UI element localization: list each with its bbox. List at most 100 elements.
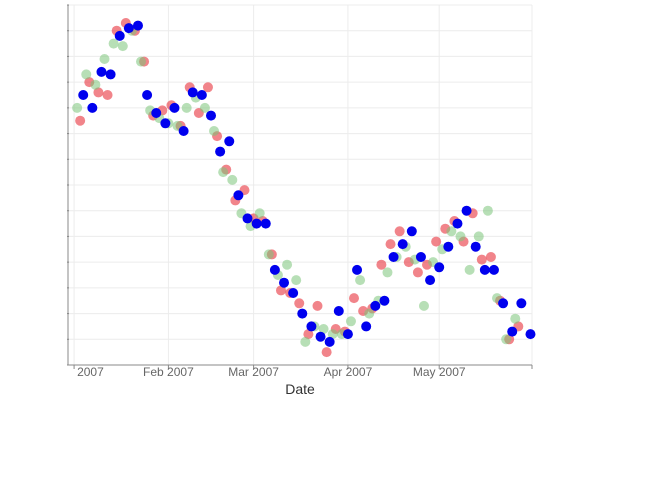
data-point bbox=[382, 267, 393, 278]
data-point bbox=[452, 218, 463, 229]
data-point bbox=[151, 108, 162, 118]
data-point bbox=[461, 205, 472, 216]
data-point bbox=[93, 87, 104, 98]
data-point bbox=[455, 231, 466, 242]
data-point bbox=[288, 288, 299, 298]
data-point bbox=[108, 38, 119, 49]
data-point bbox=[242, 213, 253, 224]
data-point bbox=[209, 126, 220, 136]
data-point bbox=[482, 205, 493, 216]
data-point bbox=[479, 264, 490, 275]
data-point bbox=[294, 298, 305, 309]
data-point bbox=[385, 239, 396, 250]
data-point bbox=[501, 334, 512, 345]
data-point bbox=[90, 79, 101, 90]
data-point bbox=[206, 110, 217, 121]
data-point bbox=[473, 231, 484, 242]
data-point bbox=[443, 241, 454, 252]
data-point bbox=[327, 329, 338, 340]
data-point bbox=[181, 102, 192, 113]
data-point bbox=[196, 90, 207, 100]
data-point bbox=[412, 267, 423, 278]
data-point bbox=[275, 285, 286, 296]
series-2 bbox=[72, 25, 521, 347]
data-point bbox=[406, 226, 417, 237]
data-point bbox=[123, 23, 134, 34]
data-point bbox=[388, 252, 399, 262]
data-point bbox=[370, 300, 381, 311]
data-point bbox=[224, 136, 235, 147]
data-point bbox=[488, 264, 499, 275]
data-point bbox=[333, 306, 344, 316]
data-point bbox=[291, 275, 302, 286]
data-point bbox=[525, 329, 536, 340]
x-tick-label: Feb 2007 bbox=[143, 365, 194, 379]
data-point bbox=[297, 308, 308, 319]
x-tick-label: 2007 bbox=[77, 365, 104, 379]
data-point bbox=[260, 218, 271, 229]
data-point bbox=[345, 316, 356, 327]
x-tick-label: Mar 2007 bbox=[228, 365, 279, 379]
data-point bbox=[114, 30, 125, 41]
data-point bbox=[361, 321, 372, 332]
grid-lines bbox=[68, 4, 533, 366]
data-point bbox=[87, 102, 98, 113]
data-point bbox=[318, 324, 329, 334]
data-point bbox=[376, 259, 387, 270]
data-point bbox=[227, 174, 238, 185]
data-point bbox=[72, 102, 83, 113]
data-point bbox=[510, 313, 521, 324]
data-point bbox=[199, 102, 210, 113]
data-point bbox=[279, 277, 290, 288]
x-tick-label: May 2007 bbox=[413, 365, 466, 379]
data-point bbox=[251, 218, 262, 229]
data-point bbox=[364, 308, 375, 319]
data-point bbox=[306, 321, 317, 332]
data-point bbox=[418, 300, 429, 311]
data-point bbox=[178, 126, 189, 136]
series-1 bbox=[75, 18, 524, 358]
data-point bbox=[315, 331, 326, 342]
series-3 bbox=[78, 20, 536, 347]
data-point bbox=[476, 254, 487, 265]
data-point bbox=[397, 239, 408, 250]
data-point bbox=[254, 208, 265, 219]
data-point bbox=[136, 56, 147, 67]
data-point bbox=[342, 329, 353, 340]
data-point bbox=[99, 54, 110, 64]
data-point bbox=[78, 90, 89, 100]
data-point bbox=[312, 300, 323, 311]
data-point bbox=[105, 69, 116, 80]
data-point bbox=[169, 102, 180, 113]
data-point bbox=[431, 236, 442, 247]
data-points bbox=[72, 18, 536, 358]
data-point bbox=[446, 226, 457, 237]
data-point bbox=[352, 264, 363, 275]
data-point bbox=[269, 264, 280, 275]
data-point bbox=[300, 336, 311, 347]
data-point bbox=[394, 226, 405, 237]
data-point bbox=[321, 347, 332, 358]
data-point bbox=[355, 275, 366, 286]
data-point bbox=[282, 259, 293, 270]
data-point bbox=[263, 249, 274, 260]
data-point bbox=[464, 264, 475, 275]
data-point bbox=[160, 118, 171, 129]
data-point bbox=[75, 115, 86, 126]
x-axis-title: Date bbox=[285, 381, 315, 397]
data-point bbox=[102, 90, 113, 100]
data-point bbox=[379, 295, 390, 306]
y-axis-ticks bbox=[67, 4, 69, 366]
data-point bbox=[233, 190, 244, 201]
data-point bbox=[218, 167, 229, 178]
data-point bbox=[434, 262, 445, 273]
data-point bbox=[470, 241, 481, 252]
x-axis-ticks: 2007 Feb 2007 Mar 2007 Apr 2007 May 2007 bbox=[73, 365, 533, 379]
data-point bbox=[215, 146, 226, 157]
data-point bbox=[187, 87, 198, 98]
data-point bbox=[507, 326, 518, 337]
data-point bbox=[117, 41, 128, 52]
data-point bbox=[498, 298, 509, 309]
data-point bbox=[324, 336, 335, 347]
